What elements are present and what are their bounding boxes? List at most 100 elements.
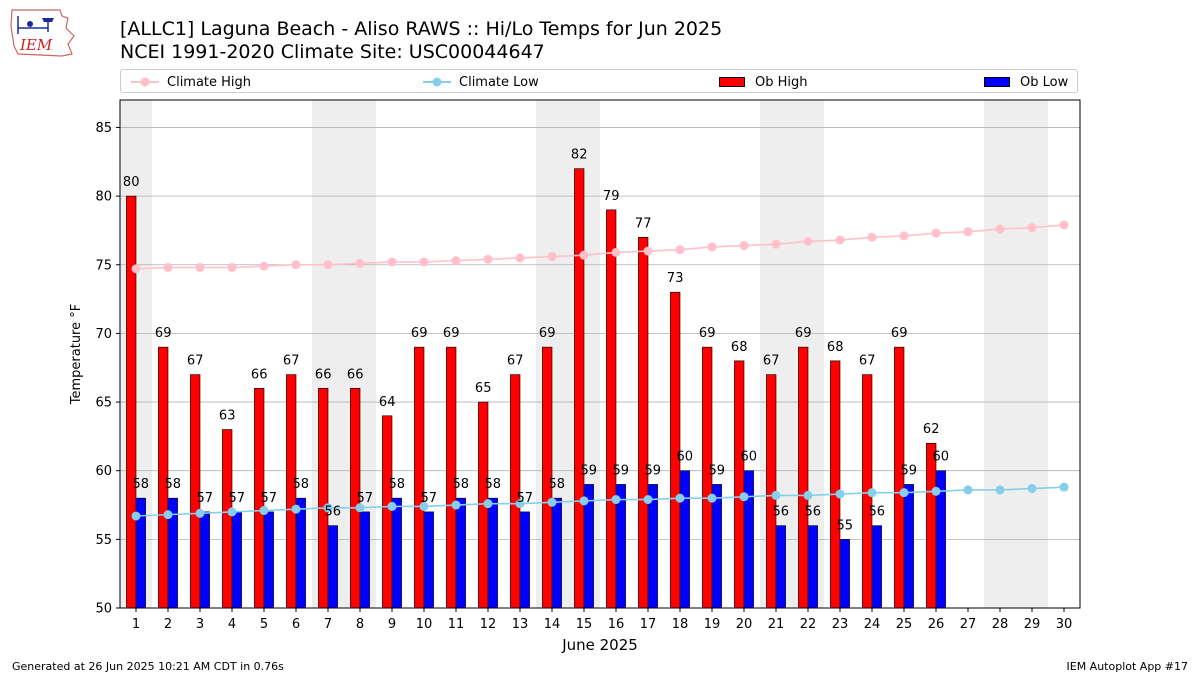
- ob-high-data-label: 69: [443, 326, 460, 341]
- ob-low-data-label: 59: [645, 463, 662, 478]
- climate-high-point: [547, 252, 557, 262]
- ob-high-data-label: 79: [603, 189, 620, 204]
- climate-high-line: [135, 224, 1065, 270]
- x-tick-label: 30: [1056, 617, 1073, 632]
- climate-low-point: [899, 488, 909, 498]
- ob-low-data-label: 57: [261, 491, 278, 506]
- climate-low-point: [1027, 484, 1037, 494]
- climate-high-point: [643, 246, 653, 256]
- x-tick-label: 25: [896, 617, 913, 632]
- climate-low-point: [739, 492, 749, 502]
- climate-high-point: [355, 258, 365, 268]
- x-tick-label: 16: [608, 617, 625, 632]
- climate-high-point: [131, 264, 141, 274]
- ob-low-bar: [359, 511, 370, 609]
- ob-high-data-label: 67: [187, 354, 204, 369]
- app-label: IEM Autoplot App #17: [1066, 660, 1189, 673]
- ob-low-bar: [295, 497, 306, 609]
- climate-low-point: [195, 508, 205, 518]
- ob-high-data-label: 67: [507, 354, 524, 369]
- climate-high-point: [227, 263, 237, 273]
- weekend-shade: [760, 100, 824, 608]
- legend-ob-low-swatch: [984, 77, 1010, 87]
- ob-low-data-label: 59: [613, 463, 630, 478]
- x-tick-label: 10: [416, 617, 433, 632]
- climate-high-point: [419, 257, 429, 267]
- ob-high-data-label: 67: [763, 354, 780, 369]
- ob-low-data-label: 57: [229, 491, 246, 506]
- climate-low-point: [483, 499, 493, 509]
- ob-high-data-label: 69: [539, 326, 556, 341]
- climate-high-point: [1059, 220, 1069, 230]
- climate-low-point: [227, 507, 237, 517]
- ob-high-bar: [350, 388, 361, 609]
- y-tick-label: 75: [95, 258, 112, 273]
- climate-high-point: [451, 256, 461, 266]
- climate-high-point: [739, 241, 749, 251]
- climate-high-point: [931, 228, 941, 238]
- ob-high-data-label: 62: [923, 422, 940, 437]
- ob-high-bar: [606, 209, 617, 609]
- ob-high-data-label: 67: [859, 354, 876, 369]
- ob-high-data-label: 65: [475, 381, 492, 396]
- y-tick-label: 70: [95, 327, 112, 342]
- ob-low-bar: [743, 470, 754, 609]
- ob-low-data-label: 59: [901, 463, 918, 478]
- ob-high-data-label: 80: [123, 175, 140, 190]
- ob-low-data-label: 56: [325, 505, 342, 520]
- ob-low-bar: [647, 484, 658, 609]
- ob-low-data-label: 56: [773, 505, 790, 520]
- climate-high-point: [259, 261, 269, 271]
- ob-high-bar: [318, 388, 329, 609]
- ob-high-bar: [286, 374, 297, 609]
- climate-low-point: [291, 504, 301, 514]
- ob-high-bar: [702, 346, 713, 609]
- x-tick-label: 13: [512, 617, 529, 632]
- ob-low-bar: [167, 497, 178, 609]
- ob-high-bar: [126, 195, 137, 609]
- x-tick-label: 19: [704, 617, 721, 632]
- ob-low-bar: [711, 484, 722, 609]
- ob-low-data-label: 60: [677, 450, 694, 465]
- weekend-shade: [984, 100, 1048, 608]
- ob-low-bar: [839, 539, 850, 609]
- ob-high-data-label: 69: [699, 326, 716, 341]
- climate-high-point: [1027, 223, 1037, 233]
- ob-high-data-label: 82: [571, 148, 588, 163]
- ob-low-data-label: 59: [581, 463, 598, 478]
- x-tick-label: 4: [228, 617, 236, 632]
- climate-high-point: [707, 242, 717, 252]
- logo-text: IEM: [19, 36, 53, 54]
- x-tick-label: 5: [260, 617, 268, 632]
- climate-high-point: [835, 235, 845, 245]
- ob-low-bar: [519, 511, 530, 609]
- y-axis-label: Temperature °F: [69, 304, 84, 405]
- ob-low-data-label: 55: [837, 518, 854, 533]
- climate-low-point: [675, 493, 685, 503]
- ob-low-bar: [263, 511, 274, 609]
- x-tick-label: 24: [864, 617, 881, 632]
- climate-high-point: [963, 227, 973, 237]
- climate-low-point: [419, 501, 429, 511]
- climate-low-point: [451, 500, 461, 510]
- y-tick-label: 50: [95, 602, 112, 617]
- x-tick-label: 11: [448, 617, 465, 632]
- ob-high-data-label: 63: [219, 409, 236, 424]
- ob-low-bar: [327, 525, 338, 609]
- climate-low-line: [135, 486, 1065, 517]
- x-tick-label: 22: [800, 617, 817, 632]
- ob-low-bar: [615, 484, 626, 609]
- x-axis-label: June 2025: [561, 636, 638, 654]
- ob-low-data-label: 60: [933, 450, 950, 465]
- x-tick-label: 26: [928, 617, 945, 632]
- weekend-shade: [312, 100, 376, 608]
- ob-high-data-label: 67: [283, 354, 300, 369]
- x-tick-label: 7: [324, 617, 332, 632]
- legend-ob-high-swatch: [719, 77, 745, 87]
- climate-low-point: [515, 499, 525, 509]
- ob-high-bar: [158, 346, 169, 609]
- climate-high-point: [995, 224, 1005, 234]
- x-tick-label: 17: [640, 617, 657, 632]
- y-tick-label: 60: [95, 464, 112, 479]
- climate-low-point: [611, 495, 621, 505]
